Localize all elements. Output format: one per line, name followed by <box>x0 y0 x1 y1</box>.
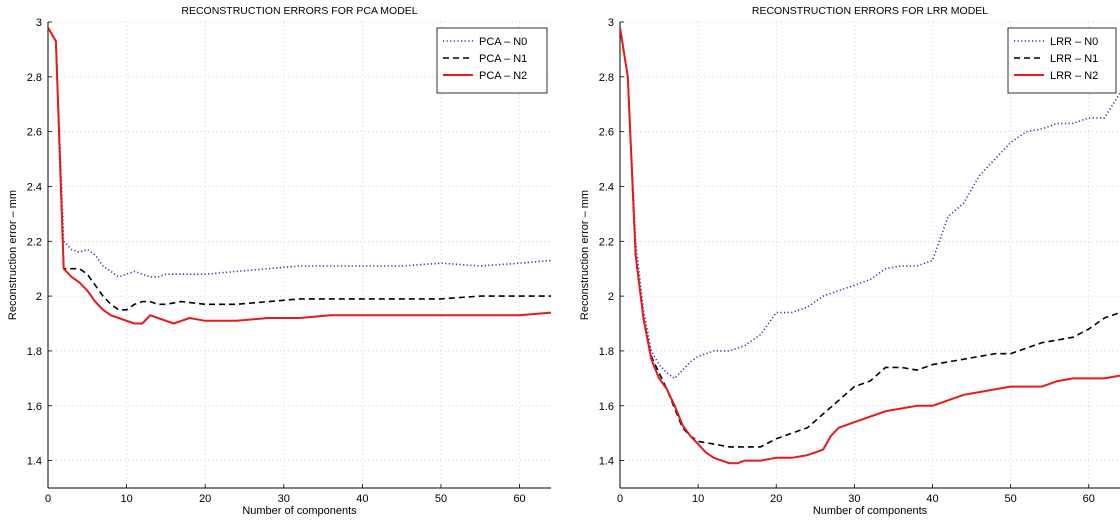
y-tick-label: 2 <box>36 291 42 303</box>
pca-chart: RECONSTRUCTION ERRORS FOR PCA MODEL 1.4 1.… <box>7 5 551 517</box>
y-tick-label: 2 <box>608 291 614 303</box>
chart-title: RECONSTRUCTION ERRORS FOR LRR MODEL <box>752 5 988 17</box>
y-tick-label: 2.2 <box>599 236 614 248</box>
y-tick-label: 2.4 <box>599 181 614 193</box>
series-line-solid <box>620 27 1120 465</box>
y-tick-label: 3 <box>36 17 42 29</box>
legend-entry: PCA – N0 <box>479 36 527 48</box>
y-tick-label: 2.6 <box>599 127 614 139</box>
x-tick-label: 60 <box>1083 493 1095 505</box>
y-tick-label: 2.8 <box>27 72 42 84</box>
chart-title: RECONSTRUCTION ERRORS FOR PCA MODEL <box>181 5 417 17</box>
legend-box <box>436 27 548 94</box>
x-tick-label: 20 <box>199 493 211 505</box>
x-tick-label: 40 <box>926 493 938 505</box>
x-tick-label: 30 <box>278 493 290 505</box>
legend-box <box>1007 27 1117 94</box>
y-tick-label: 3 <box>608 17 614 29</box>
y-tick-label: 1.6 <box>27 401 42 413</box>
legend-entry: LRR – N0 <box>1050 36 1098 48</box>
series-line-dashed <box>48 27 551 311</box>
y-axis-label: Reconstruction error – mm <box>7 190 19 320</box>
y-tick-label: 1.8 <box>27 346 42 358</box>
y-tick-label: 2.2 <box>27 236 42 248</box>
x-tick-label: 50 <box>435 493 447 505</box>
x-tick-label: 0 <box>617 493 623 505</box>
y-tick-label: 2.8 <box>599 72 614 84</box>
y-tick-label: 1.4 <box>27 456 42 468</box>
lrr-chart: RECONSTRUCTION ERRORS FOR LRR MODEL 1.4 1.… <box>579 5 1120 517</box>
x-axis-label: Number of components <box>813 505 928 517</box>
x-tick-label: 40 <box>356 493 368 505</box>
y-tick-label: 2.6 <box>27 127 42 139</box>
x-tick-label: 10 <box>692 493 704 505</box>
y-axis-label: Reconstruction error – mm <box>579 190 591 320</box>
legend-entry: LRR – N1 <box>1050 53 1098 65</box>
x-tick-label: 0 <box>45 493 51 505</box>
x-tick-label: 30 <box>848 493 860 505</box>
series-line-dotted <box>620 27 1120 380</box>
x-tick-label: 10 <box>120 493 132 505</box>
legend-entry: PCA – N2 <box>479 70 527 82</box>
x-tick-label: 20 <box>770 493 782 505</box>
series-line-solid <box>48 27 551 325</box>
legend-entry: PCA – N1 <box>479 53 527 65</box>
y-tick-label: 1.4 <box>599 456 614 468</box>
y-tick-label: 2.4 <box>27 181 42 193</box>
x-tick-label: 60 <box>513 493 525 505</box>
x-axis-label: Number of components <box>242 505 357 517</box>
y-tick-label: 1.6 <box>599 401 614 413</box>
x-tick-label: 50 <box>1005 493 1017 505</box>
y-tick-label: 1.8 <box>599 346 614 358</box>
legend-entry: LRR – N2 <box>1050 70 1098 82</box>
